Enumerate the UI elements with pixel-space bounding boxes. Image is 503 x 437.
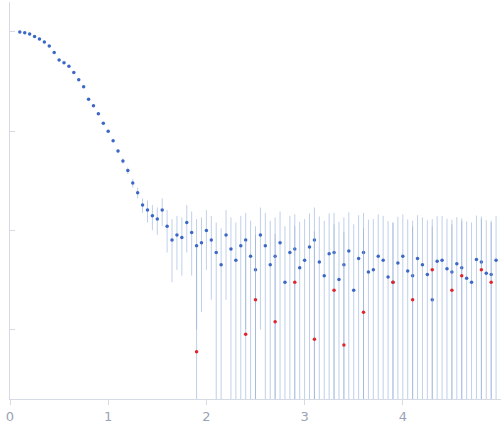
svg-text:4: 4 [399,409,407,424]
svg-text:3: 3 [300,409,308,424]
svg-text:0: 0 [6,409,14,424]
svg-text:1: 1 [104,409,112,424]
svg-text:2: 2 [202,409,210,424]
